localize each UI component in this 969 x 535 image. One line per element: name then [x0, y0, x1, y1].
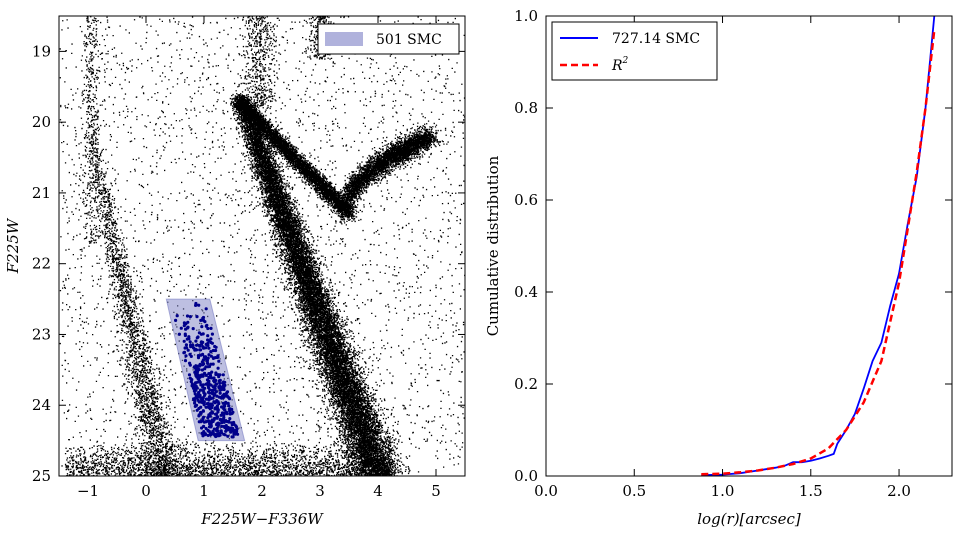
cdf-ytick-label: 1.0 [514, 7, 538, 25]
cmd-smc-dots [174, 301, 240, 439]
cdf-ytick-label: 0.6 [514, 191, 538, 209]
cdf-legend-label-1-sup: 2 [622, 56, 629, 66]
cmd-legend-swatch [325, 32, 363, 46]
cdf-xtick-label: 1.5 [799, 482, 823, 500]
cdf-plot-frame [545, 15, 953, 477]
cdf-xtick-label: 2.0 [887, 482, 911, 500]
cmd-ytick-label: 23 [32, 325, 51, 343]
cmd-xtick-label: 0 [141, 482, 151, 500]
cdf-xtick-label: 0.0 [534, 482, 558, 500]
cmd-ytick-label: 19 [32, 42, 51, 60]
cmd-legend-label: 501 SMC [376, 32, 442, 48]
cdf-ytick-label: 0.0 [514, 467, 538, 485]
cmd-xtick-label: 2 [257, 482, 267, 500]
cmd-ytick-label: 20 [32, 113, 51, 131]
cdf-legend: 727.14 SMC R2 [551, 21, 718, 81]
cdf-axis-ticks: 0.0 0.5 1.0 1.5 2.0 0.0 0.2 0.4 0.6 0.8 1.0 [514, 7, 952, 500]
cmd-x-axis-label: F225W−F336W [200, 510, 324, 528]
cdf-legend-label-1-base: R [611, 58, 623, 74]
cmd-xtick-label: 5 [431, 482, 441, 500]
cmd-legend: 501 SMC [317, 23, 460, 55]
cdf-x-axis-label: log(r)[arcsec] [697, 510, 801, 528]
cmd-ytick-label: 22 [32, 255, 51, 273]
cdf-ytick-label: 0.8 [514, 99, 538, 117]
cmd-ytick-label: 24 [32, 396, 51, 414]
cdf-r2-line [701, 29, 936, 476]
cmd-y-axis-label: F225W [4, 217, 22, 274]
cdf-legend-label-1: R2 [611, 56, 629, 74]
cdf-xtick-label: 1.0 [711, 482, 735, 500]
cdf-y-axis-label: Cumulative distribution [484, 155, 502, 336]
cdf-smc-line [701, 16, 936, 476]
cdf-ytick-label: 0.4 [514, 283, 538, 301]
cmd-star-dots [59, 16, 465, 476]
cmd-xtick-label: 1 [199, 482, 209, 500]
cmd-xtick-label: 4 [373, 482, 383, 500]
cdf-legend-label-0: 727.14 SMC [612, 31, 700, 47]
cmd-ytick-label: 21 [32, 184, 51, 202]
cmd-xtick-label: 3 [315, 482, 325, 500]
cdf-legend-box [551, 21, 718, 81]
cdf-line-panel: 0.0 0.5 1.0 1.5 2.0 0.0 0.2 0.4 0.6 0.8 1.0 log(r)… [484, 7, 953, 528]
cmd-star-points [59, 16, 465, 476]
cdf-ytick-label: 0.2 [514, 375, 538, 393]
cdf-series-lines [701, 16, 936, 476]
cmd-ytick-label: 25 [32, 467, 51, 485]
cmd-smc-points [174, 301, 240, 439]
cdf-xtick-label: 0.5 [622, 482, 646, 500]
cmd-xtick-label: −1 [77, 482, 99, 500]
